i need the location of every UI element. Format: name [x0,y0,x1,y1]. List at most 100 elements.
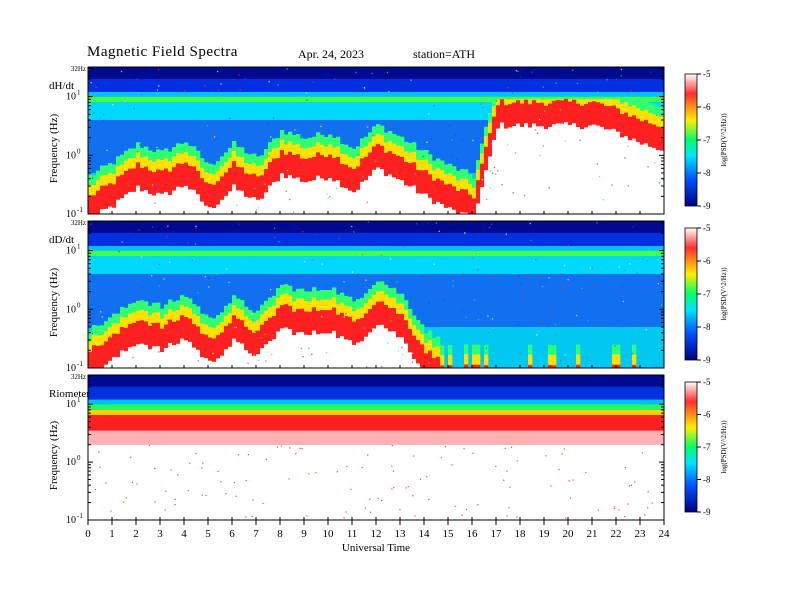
noise-dot [312,81,314,83]
emission-white [292,335,297,368]
noise-dot [618,509,620,511]
noise-dot [463,448,465,450]
emission-white [352,192,357,214]
noise-dot [391,445,393,447]
noise-dot [128,87,130,89]
emission-white [540,126,545,214]
noise-dot [520,282,522,284]
emission-red [248,174,253,214]
green-line-band [88,96,664,103]
emission-white [300,181,305,214]
noise-dot [555,82,557,84]
noise-dot [165,490,167,492]
emission-white [360,181,365,214]
noise-dot [539,118,541,121]
emission-red [148,170,153,214]
noise-dot [542,86,545,88]
noise-dot [225,336,227,338]
emission-white [344,188,349,214]
noise-dot [452,280,454,282]
emission-red [116,333,121,368]
emission-white [408,186,413,214]
emission-red [124,327,129,368]
noise-dot [195,227,197,229]
colorbar-tick-label: -5 [703,223,711,233]
noise-dot [216,273,218,276]
noise-dot [397,350,400,352]
upper-band [88,78,664,92]
noise-dot [389,258,392,260]
emission-red [92,345,97,368]
noise-dot [132,356,134,359]
noise-dot [514,152,517,154]
noise-dot [562,289,565,292]
emission-white [196,194,201,214]
noise-dot [586,357,588,359]
emission-red [196,326,201,368]
noise-dot [231,152,234,154]
emission-red [448,365,453,368]
noise-dot [620,68,622,71]
noise-dot [554,348,556,350]
noise-dot [505,233,507,235]
emission-white [252,356,257,368]
noise-dot [635,330,637,332]
noise-dot [546,325,548,328]
noise-dot [489,187,491,189]
noise-dot [276,446,279,448]
noise-dot [517,323,519,326]
noise-dot [151,226,154,228]
green-band [88,404,664,410]
emission-white [500,122,505,214]
noise-dot [225,492,227,495]
emission-white [416,193,421,214]
emission-white [460,212,465,214]
colorbar-tick-label: -8 [703,475,711,485]
noise-dot [627,503,629,505]
emission-red [432,358,437,368]
noise-dot [646,260,648,262]
emission-red [228,323,233,368]
noise-dot [272,117,275,119]
emission-white [580,129,585,214]
x-tick-label: 9 [301,528,307,540]
noise-dot [124,100,126,102]
noise-dot [235,326,237,329]
noise-dot [504,447,506,449]
noise-dot [422,155,424,158]
emission-white [180,187,185,214]
emission-red [460,189,465,214]
noise-dot [106,208,108,210]
noise-dot [265,458,268,460]
noise-dot [110,510,112,512]
noise-dot [631,353,633,355]
noise-dot [254,330,257,332]
noise-dot [490,223,493,225]
noise-dot [483,144,485,147]
noise-dot [157,343,159,345]
emission-white [192,347,197,368]
noise-dot [356,321,359,323]
colorbar-tick-label: -9 [703,507,711,517]
emission-red [248,330,253,368]
noise-dot [597,121,599,123]
noise-dot [257,207,260,209]
emission-white [136,185,141,214]
noise-dot [427,222,429,225]
y-top-label: 32Hz [71,219,86,227]
noise-dot [654,162,656,164]
emission-red [440,180,445,214]
emission-yellow [612,354,617,368]
noise-dot [589,359,591,362]
emission-red [612,364,617,368]
emission-red [148,325,153,368]
noise-dot [268,155,270,157]
noise-dot [213,136,216,138]
noise-dot [596,91,599,93]
noise-dot [164,509,166,511]
noise-dot [440,457,442,459]
emission-red [420,344,425,368]
noise-dot [477,504,479,506]
emission-red [252,173,257,214]
